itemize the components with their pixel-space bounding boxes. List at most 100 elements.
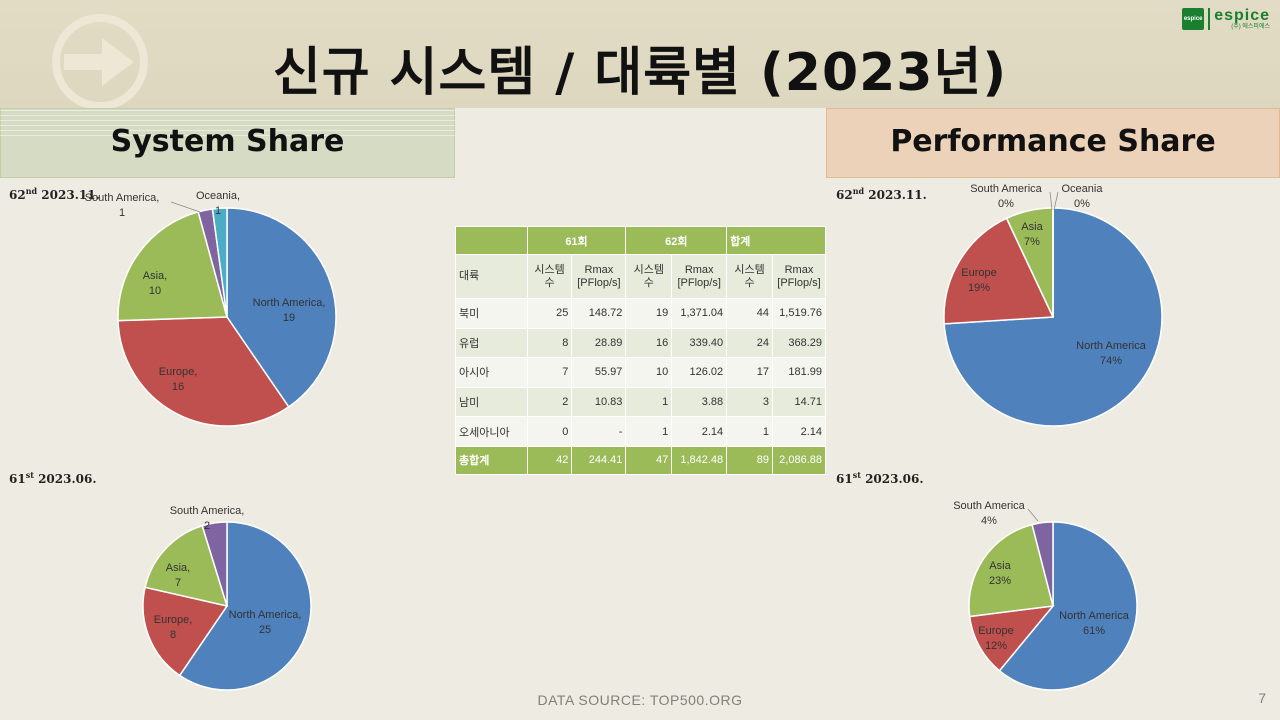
header-stripes bbox=[0, 110, 455, 136]
period-label-62-right: 62nd 2023.11. bbox=[836, 186, 927, 202]
table-col-systems: 시스템 수 bbox=[625, 254, 673, 299]
table-cell: 총합계 bbox=[455, 445, 528, 475]
table-cell: 181.99 bbox=[771, 357, 827, 388]
table-row: 유럽 8 28.89 16 339.40 24 368.29 bbox=[455, 327, 827, 359]
logo-subtitle: (주) 에스피에스 bbox=[1231, 24, 1270, 30]
period-label-62-left: 62nd 2023.11. bbox=[9, 186, 100, 202]
table-cell: 2 bbox=[526, 386, 573, 418]
table-cell: 339.40 bbox=[671, 327, 728, 359]
company-logo: espice espice (주) 에스피에스 bbox=[1182, 8, 1270, 30]
table-row: 아시아 7 55.97 10 126.02 17 181.99 bbox=[455, 357, 827, 388]
system-share-title: System Share bbox=[110, 124, 345, 159]
pie-1-slice-asia bbox=[117, 210, 228, 322]
table-cell: 3 bbox=[726, 386, 773, 418]
performance-share-title: Performance Share bbox=[890, 124, 1216, 159]
pie-4-slice-europe bbox=[968, 605, 1055, 672]
pie-3-leader-line bbox=[1049, 191, 1053, 211]
table-col-continent: 대륙 bbox=[455, 254, 528, 299]
pie-4-label-europe: Europe 12% bbox=[978, 625, 1013, 652]
pie-1-slice-oceania bbox=[211, 207, 228, 318]
table-cell: 북미 bbox=[455, 298, 528, 329]
table-cell: 148.72 bbox=[571, 298, 627, 329]
table-cell: 1,519.76 bbox=[771, 298, 827, 329]
pie-2-label-europe: Europe, 8 bbox=[154, 614, 193, 641]
table-total-row: 총합계 42 244.41 47 1,842.48 89 2,086.88 bbox=[455, 445, 827, 475]
logo-text: espice (주) 에스피에스 bbox=[1214, 7, 1270, 31]
table-cell: 7 bbox=[526, 357, 573, 388]
pie-3-label-asia: Asia 7% bbox=[1021, 221, 1043, 248]
pie-1-label-north-america: North America, 19 bbox=[253, 297, 326, 324]
table-cell: 유럽 bbox=[455, 327, 528, 359]
table-cell: 42 bbox=[526, 445, 573, 475]
table-cell: 아시아 bbox=[455, 357, 528, 388]
pie-2-label-south-america: South America, 2 bbox=[170, 505, 245, 532]
table-cell: 28.89 bbox=[571, 327, 627, 359]
logo-name: espice bbox=[1214, 7, 1270, 24]
table-col-rmax: Rmax [PFlop/s] bbox=[571, 254, 627, 299]
table-cell: 1,371.04 bbox=[671, 298, 728, 329]
table-cell: 오세아니아 bbox=[455, 416, 528, 447]
table-group-header-row: 61회 62회 합계 bbox=[455, 226, 826, 255]
table-cell: 47 bbox=[625, 445, 673, 475]
page-title: 신규 시스템 / 대륙별 (2023년) bbox=[272, 43, 1008, 103]
pie-2-slice-europe bbox=[142, 586, 229, 677]
pie-1-label-asia: Asia, 10 bbox=[143, 270, 167, 297]
data-source-note: DATA SOURCE: TOP500.ORG bbox=[537, 692, 743, 708]
table-cell: 8 bbox=[526, 327, 573, 359]
pie-1-slice-north-america bbox=[226, 207, 337, 408]
table-cell: 244.41 bbox=[571, 445, 627, 475]
table-cell: 25 bbox=[526, 298, 573, 329]
table-group-header-61: 61회 bbox=[526, 226, 627, 255]
period-label-61-right: 61st 2023.06. bbox=[836, 470, 924, 486]
pie-1-slice-europe bbox=[117, 316, 290, 427]
period-label-61-left: 61st 2023.06. bbox=[9, 470, 97, 486]
table-group-header-sum: 합계 bbox=[726, 226, 826, 255]
table-cell: 1 bbox=[625, 386, 673, 418]
pie-2-slice-north-america bbox=[178, 521, 312, 691]
table-cell: 19 bbox=[625, 298, 673, 329]
pie-4-slice-asia bbox=[968, 523, 1054, 618]
table-row: 북미 25 148.72 19 1,371.04 44 1,519.76 bbox=[455, 298, 827, 329]
table-column-header-row: 대륙 시스템 수 Rmax [PFlop/s] 시스템 수 Rmax [PFlo… bbox=[455, 254, 827, 299]
arrow-icon bbox=[52, 14, 148, 110]
pie-4-label-south-america: South America 4% bbox=[953, 500, 1025, 527]
table-col-rmax: Rmax [PFlop/s] bbox=[771, 254, 827, 299]
pie-4-label-north-america: North America 61% bbox=[1059, 610, 1130, 637]
table-cell: 1,842.48 bbox=[671, 445, 728, 475]
table-cell: 14.71 bbox=[771, 386, 827, 418]
table-cell: 368.29 bbox=[771, 327, 827, 359]
table-cell: 1 bbox=[625, 416, 673, 447]
pie-3-label-oceania: Oceania 0% bbox=[1062, 183, 1104, 210]
pie-2-label-asia: Asia, 7 bbox=[166, 562, 190, 589]
table-cell: 1 bbox=[726, 416, 773, 447]
table-group-header-empty bbox=[455, 226, 528, 255]
pie-4-slice-north-america bbox=[998, 521, 1138, 691]
table-cell: - bbox=[571, 416, 627, 447]
table-group-header-62: 62회 bbox=[625, 226, 728, 255]
performance-share-header-bar bbox=[826, 108, 1280, 178]
table-cell: 2.14 bbox=[771, 416, 827, 447]
pie-3-label-south-america: South America 0% bbox=[970, 183, 1042, 210]
table-cell: 남미 bbox=[455, 386, 528, 418]
table-cell: 2,086.88 bbox=[771, 445, 827, 475]
logo-mark: espice bbox=[1182, 8, 1205, 30]
table-cell: 2.14 bbox=[671, 416, 728, 447]
logo-divider bbox=[1208, 8, 1211, 30]
table-row: 남미 2 10.83 1 3.88 3 14.71 bbox=[455, 386, 827, 418]
pie-4-leader-line bbox=[1027, 508, 1039, 522]
pie-2-label-north-america: North America, 25 bbox=[229, 609, 302, 636]
page-number: 7 bbox=[1258, 690, 1266, 706]
pie-4-slice-south-america bbox=[1031, 521, 1054, 607]
table-cell: 126.02 bbox=[671, 357, 728, 388]
pie-4-label-asia: Asia 23% bbox=[989, 560, 1012, 587]
table-col-systems: 시스템 수 bbox=[526, 254, 573, 299]
table-cell: 89 bbox=[726, 445, 773, 475]
table-cell: 24 bbox=[726, 327, 773, 359]
pie-1-label-south-america: South America, 1 bbox=[85, 192, 160, 219]
table-cell: 55.97 bbox=[571, 357, 627, 388]
pie-2-slice-south-america bbox=[201, 521, 228, 607]
table-cell: 0 bbox=[526, 416, 573, 447]
table-col-rmax: Rmax [PFlop/s] bbox=[671, 254, 728, 299]
pie-1-label-oceania: Oceania, 1 bbox=[196, 190, 240, 217]
table-cell: 16 bbox=[625, 327, 673, 359]
